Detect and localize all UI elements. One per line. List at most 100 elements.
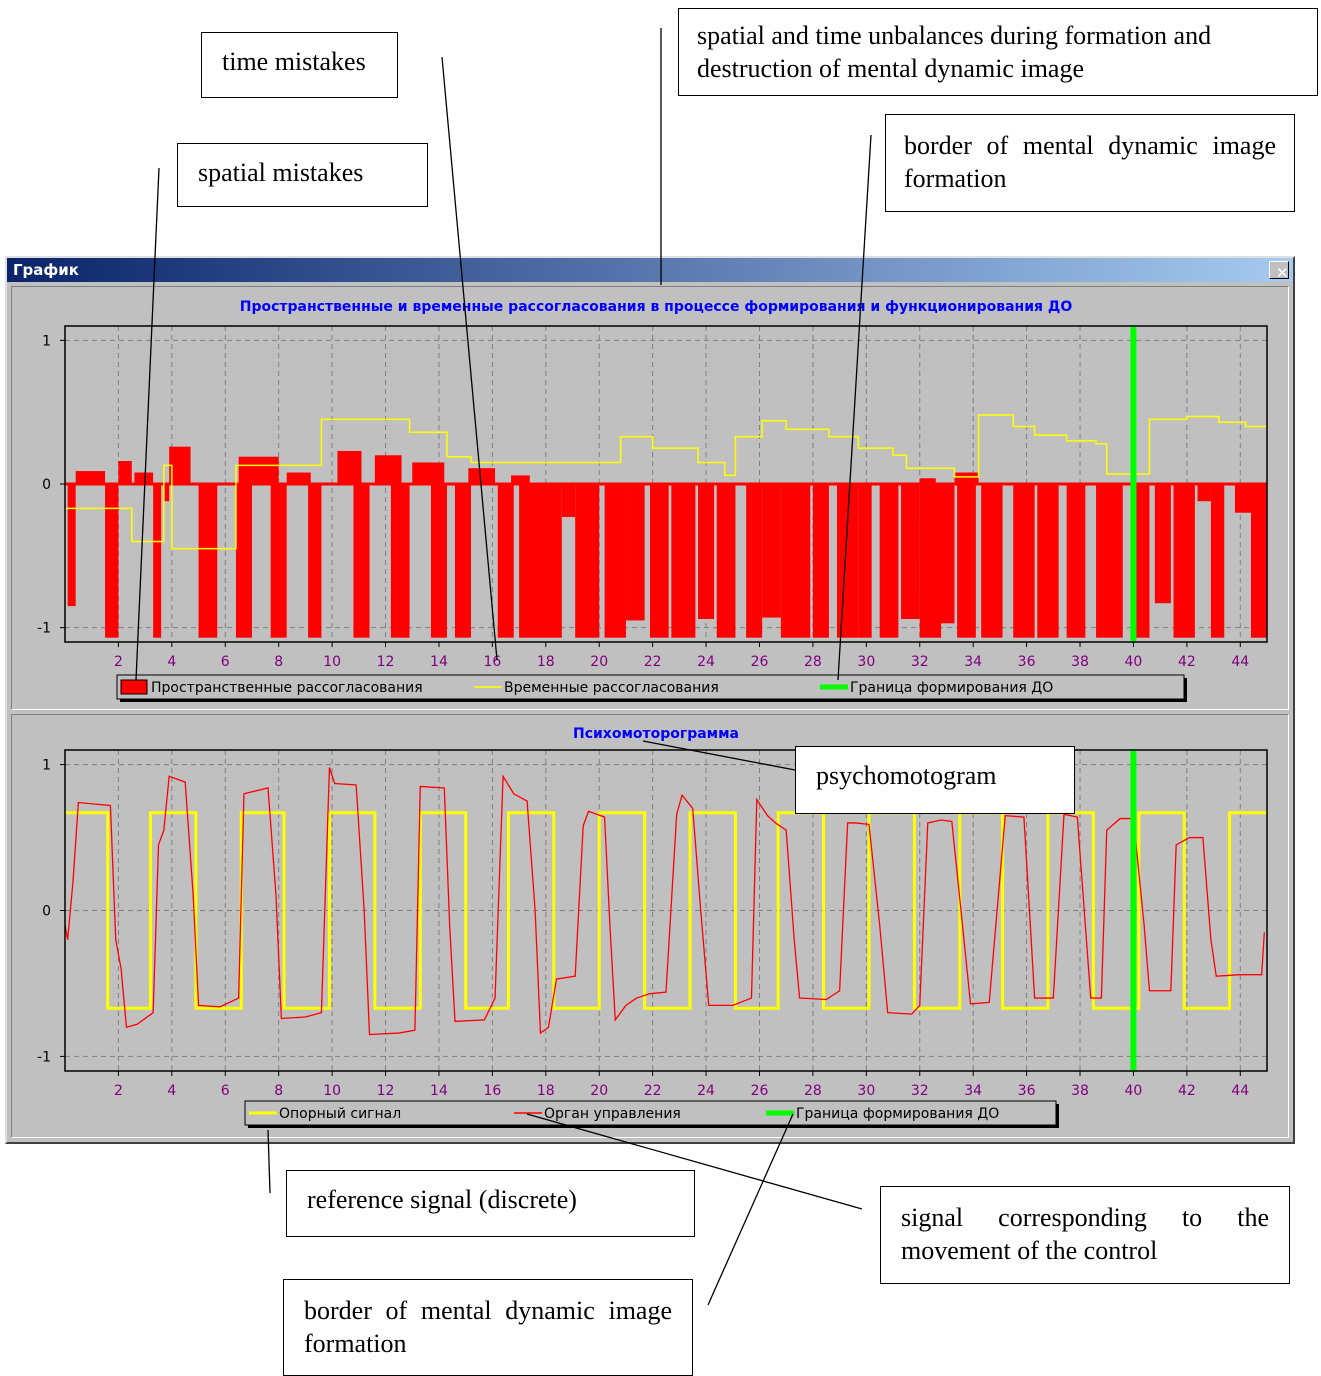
x-tick-label: 18 xyxy=(537,1083,555,1099)
spatial-mistake-bar xyxy=(412,462,445,484)
spatial-mistake-bar xyxy=(1013,484,1035,638)
legend-label: Граница формирования ДО xyxy=(796,1106,999,1122)
spatial-mistake-bar xyxy=(1234,484,1251,513)
spatial-mistake-bar xyxy=(374,455,402,484)
x-tick-label: 14 xyxy=(430,1083,448,1099)
close-icon: ✕ xyxy=(1276,264,1289,282)
control-signal-line xyxy=(65,767,1265,1036)
legend-box xyxy=(116,674,1185,700)
x-tick-label: 8 xyxy=(274,1083,283,1099)
spatial-mistake-bar xyxy=(671,484,696,638)
legend-label: Орган управления xyxy=(544,1106,681,1122)
spatial-mistake-bar xyxy=(901,484,920,620)
spatial-mistake-bar xyxy=(105,484,119,638)
legend-swatch xyxy=(120,679,148,695)
spatial-mistake-bar xyxy=(716,484,736,638)
x-tick-label: 4 xyxy=(167,654,176,670)
spatial-mistake-bar xyxy=(1066,484,1086,638)
x-tick-label: 24 xyxy=(697,654,715,670)
spatial-mistake-bar xyxy=(238,456,279,484)
x-tick-label: 32 xyxy=(911,654,929,670)
x-tick-label: 20 xyxy=(590,654,608,670)
spatial-mistake-bar xyxy=(353,484,370,638)
spatial-mistake-bar xyxy=(1250,484,1267,638)
callout-text: time mistakes xyxy=(222,47,366,76)
x-tick-label: 40 xyxy=(1125,654,1143,670)
callout-spatial-mistakes: spatial mistakes xyxy=(177,143,428,207)
spatial-mistake-bar xyxy=(511,475,530,484)
spatial-mistake-bar xyxy=(981,484,1003,638)
y-tick-label: 0 xyxy=(42,477,51,493)
callout-time-mistakes: time mistakes xyxy=(201,32,398,98)
top-chart-panel xyxy=(11,286,1289,710)
x-tick-label: 10 xyxy=(323,654,341,670)
callout-reference-signal: reference signal (discrete) xyxy=(286,1170,695,1237)
spatial-mistake-bar xyxy=(163,484,170,502)
spatial-mistake-bar xyxy=(746,484,763,638)
spatial-mistake-bar xyxy=(919,484,942,638)
x-tick-label: 12 xyxy=(377,1083,395,1099)
spatial-mistake-bar xyxy=(1197,484,1211,502)
spatial-mistake-bar xyxy=(954,472,979,484)
spatial-mistake-bar xyxy=(75,471,106,484)
spatial-mistake-bar xyxy=(575,484,600,638)
x-tick-label: 30 xyxy=(857,1083,875,1099)
callout-unbalances: spatial and time unbalances during forma… xyxy=(678,8,1318,96)
callout-text: border of mental dynamic image formation xyxy=(304,1296,672,1358)
callout-text: reference signal (discrete) xyxy=(307,1185,577,1214)
x-tick-label: 36 xyxy=(1018,1083,1036,1099)
spatial-mistake-bar xyxy=(1096,484,1123,638)
spatial-mistake-bar xyxy=(1154,484,1171,604)
x-tick-label: 18 xyxy=(537,654,555,670)
x-tick-label: 24 xyxy=(697,1083,715,1099)
x-tick-label: 8 xyxy=(274,654,283,670)
x-tick-label: 28 xyxy=(804,654,822,670)
x-tick-label: 38 xyxy=(1071,654,1089,670)
callout-psychomotogram: psychomotogram xyxy=(795,746,1075,814)
callout-text: psychomotogram xyxy=(816,761,997,790)
spatial-mistake-bar xyxy=(649,484,669,638)
callout-text: signal corresponding to the movement of … xyxy=(901,1203,1269,1265)
spatial-mistake-bar xyxy=(308,484,322,638)
spatial-mistake-bar xyxy=(561,484,576,518)
spatial-mistake-bar xyxy=(812,484,829,638)
spatial-mistake-bar xyxy=(625,484,645,621)
spatial-mistake-bar xyxy=(1173,484,1195,638)
title-bar[interactable]: График ✕ xyxy=(7,258,1293,282)
x-tick-label: 2 xyxy=(114,654,123,670)
spatial-mistake-bar xyxy=(957,484,976,638)
window-title: График xyxy=(13,261,79,279)
y-tick-label: 0 xyxy=(42,904,51,920)
spatial-mistake-bar xyxy=(198,484,218,638)
y-tick-label: 1 xyxy=(42,333,51,349)
spatial-mistake-bar xyxy=(118,461,132,484)
x-tick-label: 34 xyxy=(964,654,982,670)
x-tick-label: 16 xyxy=(483,1083,501,1099)
x-tick-label: 38 xyxy=(1071,1083,1089,1099)
spatial-mistake-bar xyxy=(270,484,287,638)
callout-text: spatial and time unbalances during forma… xyxy=(697,21,1212,83)
spatial-mistake-bar xyxy=(1037,484,1059,638)
spatial-mistake-bar xyxy=(286,472,311,484)
temporal-mistake-line xyxy=(65,414,1267,550)
callout-border-top: border of mental dynamic image formation xyxy=(885,114,1295,212)
spatial-mistake-bar xyxy=(780,484,811,638)
close-button[interactable]: ✕ xyxy=(1269,261,1289,282)
x-tick-label: 34 xyxy=(964,1083,982,1099)
x-tick-label: 22 xyxy=(644,654,662,670)
spatial-mistake-bar xyxy=(919,478,936,484)
spatial-mistake-bar xyxy=(879,484,899,638)
x-tick-label: 6 xyxy=(221,654,230,670)
y-tick-label: -1 xyxy=(37,1049,51,1065)
legend-label: Пространственные рассогласования xyxy=(151,680,423,696)
legend-label: Опорный сигнал xyxy=(279,1106,401,1122)
x-tick-label: 6 xyxy=(221,1083,230,1099)
spatial-mistake-bar xyxy=(390,484,410,638)
x-tick-label: 22 xyxy=(644,1083,662,1099)
spatial-mistake-bar xyxy=(337,450,362,484)
spatial-mistake-bar xyxy=(938,484,955,624)
x-tick-label: 36 xyxy=(1018,654,1036,670)
callout-border-bottom: border of mental dynamic image formation xyxy=(283,1279,693,1376)
spatial-mistake-bar xyxy=(548,484,562,638)
